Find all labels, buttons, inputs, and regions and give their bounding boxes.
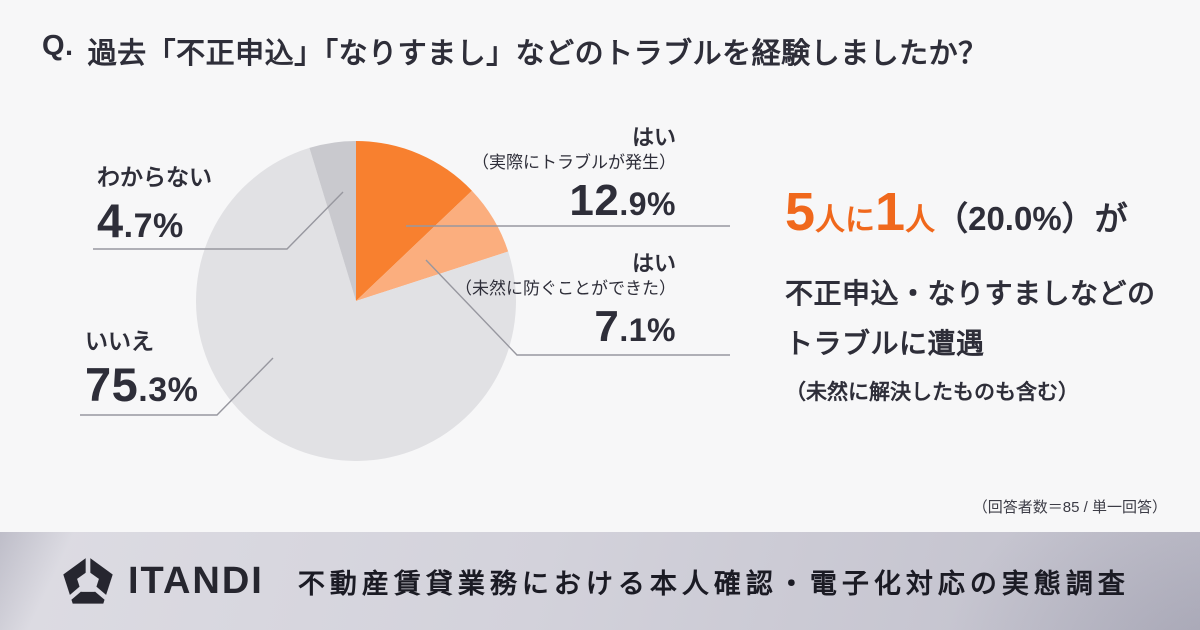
callout-headline: 5人に1人（20.0%）が <box>785 185 1156 252</box>
footer-bar: ITANDI 不動産賃貸業務における本人確認・電子化対応の実態調査 <box>0 532 1200 630</box>
brand-logo: ITANDI <box>62 555 264 607</box>
callout-headline-segment: 5 <box>785 182 816 242</box>
pie-slice-1-はい <box>356 190 509 301</box>
key-finding-callout: 5人に1人（20.0%）が 不正申込・なりすましなどの トラブルに遭遇 （未然に… <box>785 185 1156 406</box>
callout-line4: （未然に解決したものも含む） <box>785 381 1079 404</box>
respondents-note: （回答者数＝85 / 単一回答） <box>972 499 1167 516</box>
slice-value: 75.3% <box>85 357 199 411</box>
callout-headline-segment: 人 <box>905 204 936 237</box>
question-prefix: Q. <box>42 30 74 62</box>
slice-sublabel-text: （実際にトラブルが発生） <box>472 152 676 172</box>
slice-label-unknown: わからない 4.7% <box>97 163 212 244</box>
slice-value: 7.1% <box>594 301 676 351</box>
slice-label-text: はい <box>631 125 676 150</box>
callout-headline-segment: （20.0%）が <box>935 200 1128 237</box>
callout-headline-segment: 1 <box>875 182 906 242</box>
slice-label-text: わからない <box>97 164 212 190</box>
slice-sublabel-text: （未然に防ぐことができた） <box>455 278 676 298</box>
callout-line3: トラブルに遭遇 <box>785 328 985 359</box>
callout-headline-segment: 人に <box>815 204 876 237</box>
callout-line2: 不正申込・なりすましなどの <box>785 278 1156 309</box>
slice-label-text: いいえ <box>85 328 154 354</box>
slice-value: 12.9% <box>569 175 676 225</box>
question-text: 過去「不正申込」「なりすまし」などのトラブルを経験しましたか？ <box>87 38 988 70</box>
slice-label-no: いいえ 75.3% <box>85 327 198 408</box>
page-title: Q. 過去「不正申込」「なりすまし」などのトラブルを経験しましたか？ <box>42 30 988 72</box>
pie-slice-0-はい <box>356 141 472 301</box>
slice-label-text: はい <box>631 251 676 276</box>
slice-label-yes-actual: はい （実際にトラブルが発生） 12.9% <box>472 124 676 223</box>
slice-value: 4.7% <box>97 193 184 247</box>
survey-title: 不動産賃貸業務における本人確認・電子化対応の実態調査 <box>297 568 1130 599</box>
brand-name: ITANDI <box>128 559 264 602</box>
slice-label-yes-prevented: はい （未然に防ぐことができた） 7.1% <box>455 250 676 349</box>
itandi-pentagon-logo-icon <box>63 556 113 604</box>
